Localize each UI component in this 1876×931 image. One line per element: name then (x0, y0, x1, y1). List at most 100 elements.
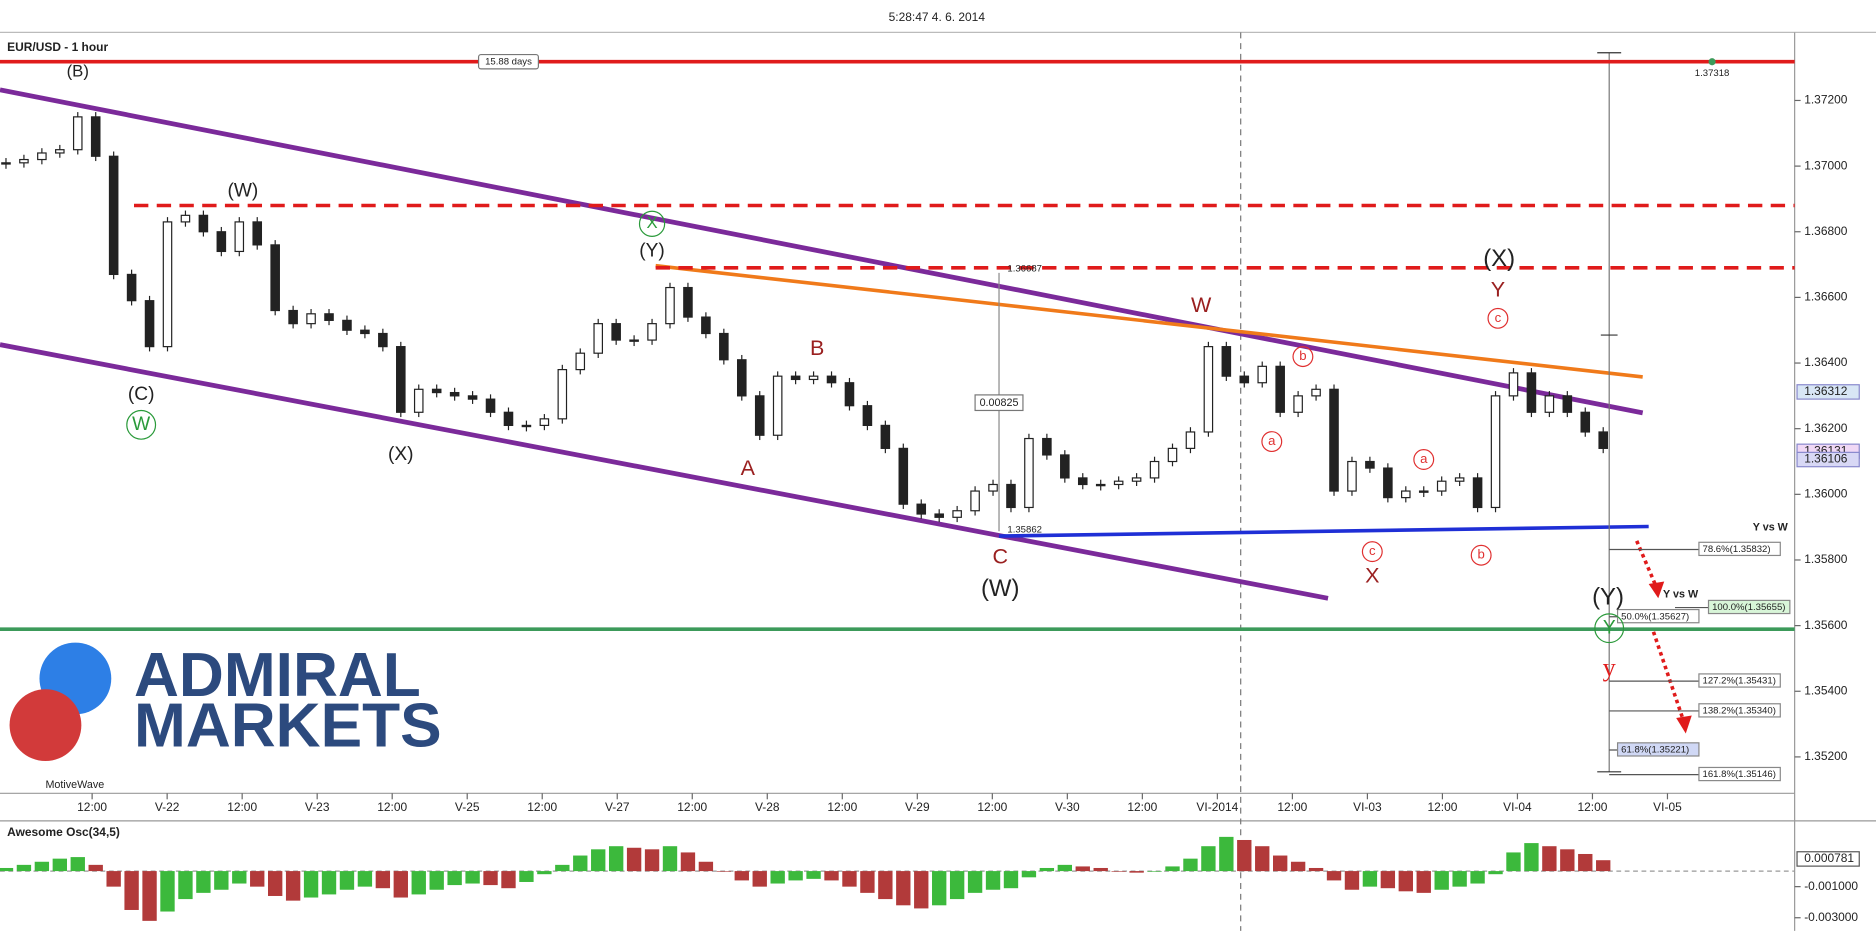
osc-bar (106, 871, 121, 887)
fib-label: 78.6%(1.35832) (1703, 544, 1771, 555)
fib-label-box (1698, 766, 1781, 782)
x-tick-label: VI-2014 (1196, 800, 1238, 814)
osc-bar (16, 864, 32, 872)
osc-bar (411, 871, 426, 895)
candle (1239, 375, 1250, 384)
wave-label: X (646, 213, 657, 232)
osc-bar (375, 871, 391, 889)
candle (970, 490, 980, 512)
x-tick-label: 12:00 (1127, 800, 1157, 814)
wave-label: (C) (128, 384, 155, 405)
osc-title: Awesome Osc(34,5) (7, 825, 120, 839)
wave-label: Y (1491, 278, 1505, 302)
wave-label: a (1420, 451, 1428, 466)
candle (665, 286, 675, 325)
candle (1042, 437, 1052, 456)
osc-bar (770, 871, 785, 884)
candle (413, 388, 424, 413)
fib-label: 161.8%(1.35146) (1703, 769, 1776, 780)
label-box (477, 53, 539, 70)
candle (270, 244, 280, 312)
osc-bar (1560, 849, 1575, 872)
osc-bar (447, 871, 462, 886)
candle (1347, 460, 1357, 492)
y-tick-label: 1.37000 (1804, 158, 1848, 172)
candle (1113, 480, 1124, 486)
osc-bar (393, 871, 408, 898)
wave-label: (B) (67, 61, 89, 80)
x-tick-label: V-25 (455, 800, 480, 814)
osc-tick-label: -0.003000 (1804, 910, 1858, 924)
candle (790, 375, 801, 381)
osc-bar (142, 871, 157, 921)
osc-bar (232, 871, 247, 884)
fib-label-box (1698, 541, 1781, 557)
x-tick-label: V-27 (605, 800, 630, 814)
channel-top (0, 87, 1644, 416)
candle (342, 319, 352, 331)
osc-bar (1057, 864, 1072, 872)
candle (90, 116, 101, 157)
symbol-title: EUR/USD - 1 hour (7, 40, 108, 54)
candle (1293, 395, 1303, 413)
candle (916, 503, 927, 515)
candle (772, 375, 783, 436)
candle (1526, 372, 1537, 413)
candle (1472, 477, 1483, 509)
range-high-marker (1708, 58, 1716, 66)
price-badge-label: 1.36106 (1804, 452, 1848, 466)
y-tick-label: 1.36000 (1804, 486, 1848, 500)
osc-bar (1380, 871, 1396, 889)
osc-bar (34, 861, 50, 872)
candle (431, 388, 442, 394)
osc-bar (1039, 867, 1055, 872)
candle (306, 313, 316, 325)
osc-bar (88, 864, 103, 872)
platform-name: MotiveWave (45, 779, 104, 791)
label-box (974, 394, 1024, 412)
fib-label: 50.0%(1.35627) (1621, 611, 1689, 622)
x-tick-label: VI-04 (1503, 800, 1532, 814)
wave-label: W (132, 414, 150, 435)
osc-badge (1796, 851, 1860, 867)
x-tick-label: VI-05 (1653, 800, 1682, 814)
fib-label-box (1698, 673, 1781, 688)
osc-bar (0, 867, 14, 872)
wave-label: b (1299, 348, 1306, 363)
osc-bar (250, 871, 265, 887)
logo-dot (9, 689, 82, 762)
fib-label-box (1616, 742, 1700, 757)
candle (396, 346, 406, 413)
osc-bar (285, 871, 301, 901)
x-tick-label: 12:00 (77, 800, 107, 814)
projection-arrow (1651, 631, 1687, 725)
osc-bar (716, 871, 732, 872)
candle (683, 286, 693, 318)
candle (1580, 411, 1591, 433)
osc-bar (914, 871, 929, 909)
fib-label-box (1698, 703, 1781, 718)
osc-bar (501, 871, 516, 889)
candle (611, 323, 621, 341)
measure-high: 1.36687 (1007, 263, 1042, 274)
x-tick-label: V-23 (305, 800, 330, 814)
candle (1418, 490, 1429, 493)
measure-range: 0.00825 (980, 397, 1019, 409)
logo-text: ADMIRAL (134, 641, 421, 710)
x-tick-label: 12:00 (527, 800, 557, 814)
osc-bar (1111, 871, 1126, 872)
candle (862, 405, 873, 427)
osc-bar (483, 871, 498, 886)
osc-bar (591, 849, 606, 872)
osc-bar (70, 857, 85, 872)
fib-label: 138.2%(1.35340) (1703, 705, 1776, 716)
candle (252, 221, 263, 246)
candle (198, 214, 209, 233)
price-badge-label: 1.36312 (1804, 384, 1848, 398)
osc-bar (1578, 853, 1593, 872)
y-tick-label: 1.37200 (1804, 93, 1848, 107)
candle (1275, 365, 1285, 413)
candle (1598, 431, 1608, 449)
support-line (998, 524, 1649, 538)
